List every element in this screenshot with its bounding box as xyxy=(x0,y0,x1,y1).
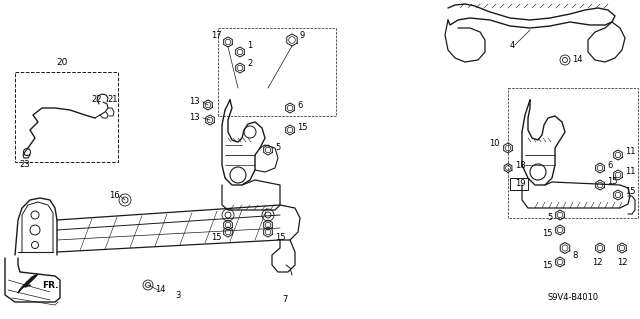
Text: 10: 10 xyxy=(490,138,500,147)
Text: 2: 2 xyxy=(247,58,252,68)
Text: 3: 3 xyxy=(175,291,180,300)
Text: 22: 22 xyxy=(91,95,102,105)
Text: 5: 5 xyxy=(275,144,280,152)
Text: 6: 6 xyxy=(607,160,612,169)
Text: 15: 15 xyxy=(297,123,307,132)
Text: 20: 20 xyxy=(56,58,68,67)
Text: 15: 15 xyxy=(625,188,636,197)
Text: 1: 1 xyxy=(247,41,252,49)
Bar xyxy=(15,72,118,162)
Text: 18: 18 xyxy=(515,160,525,169)
Text: 12: 12 xyxy=(617,258,627,267)
Bar xyxy=(510,178,528,190)
Text: 19: 19 xyxy=(515,180,525,189)
Text: 15: 15 xyxy=(543,261,553,270)
Text: 23: 23 xyxy=(19,160,29,169)
Text: 5: 5 xyxy=(548,213,553,222)
Text: 8: 8 xyxy=(572,250,577,259)
Text: 7: 7 xyxy=(282,295,288,304)
Text: 16: 16 xyxy=(109,191,120,201)
Polygon shape xyxy=(18,274,38,293)
Text: 15: 15 xyxy=(275,234,285,242)
Text: 15: 15 xyxy=(607,177,618,187)
Text: 14: 14 xyxy=(572,56,582,64)
Text: 11: 11 xyxy=(625,147,636,157)
Text: 11: 11 xyxy=(625,167,636,176)
Text: 13: 13 xyxy=(189,98,200,107)
Text: 15: 15 xyxy=(543,228,553,238)
Text: 9: 9 xyxy=(300,32,305,41)
Text: 14: 14 xyxy=(155,286,166,294)
Text: 21: 21 xyxy=(107,95,118,105)
Text: 13: 13 xyxy=(189,114,200,122)
Text: 15: 15 xyxy=(211,234,222,242)
Text: 4: 4 xyxy=(510,41,515,49)
Text: 6: 6 xyxy=(297,100,302,109)
Text: 12: 12 xyxy=(592,258,602,267)
Bar xyxy=(218,28,336,116)
Text: S9V4-B4010: S9V4-B4010 xyxy=(548,293,599,302)
Bar xyxy=(508,88,638,218)
Text: FR.: FR. xyxy=(42,280,58,290)
Text: 17: 17 xyxy=(211,32,222,41)
